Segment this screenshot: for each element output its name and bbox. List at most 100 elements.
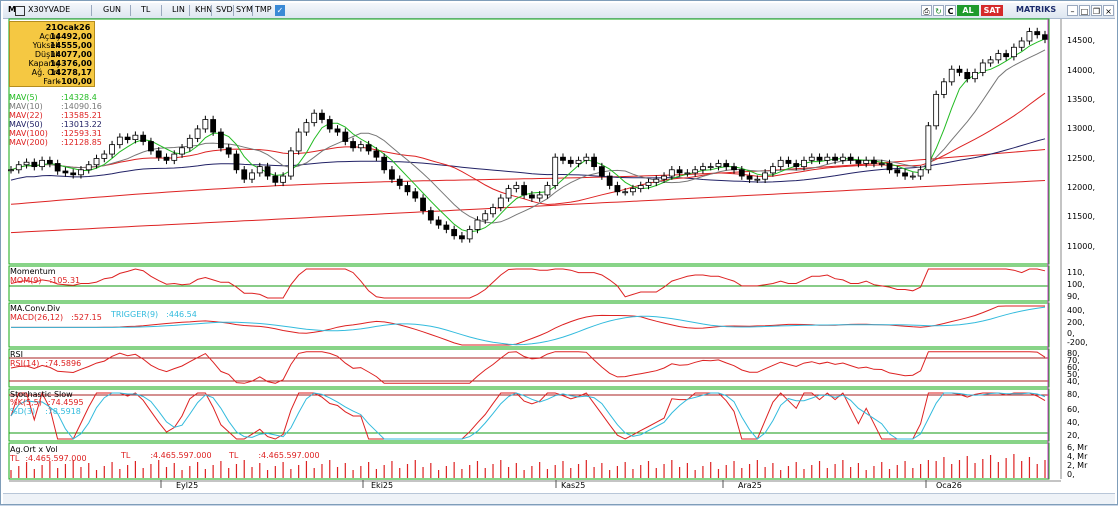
candle-body: [202, 119, 209, 130]
ma-legend-item: MAV(100) :12593.31: [9, 129, 102, 138]
candle-body: [777, 159, 784, 168]
candle-body: [334, 128, 341, 133]
candle-body: [31, 161, 38, 168]
ma-value: :13013.22: [61, 120, 102, 129]
candle-body: [824, 156, 831, 161]
candle-body: [925, 125, 932, 171]
candle-body: [466, 229, 473, 240]
info-value: -100,00: [57, 77, 92, 86]
candle-body: [233, 153, 240, 171]
info-key: Ağ. Ort: [31, 68, 60, 77]
brand-logo: MATRIKS: [1016, 5, 1057, 14]
candle-body: [855, 159, 862, 164]
candle-body: [427, 210, 434, 221]
candle-body: [933, 93, 940, 127]
stoch-tick: 40,: [1067, 418, 1080, 427]
panel-frame: [8, 265, 1050, 302]
ma-name: MAV(100): [9, 129, 48, 138]
candle-body: [85, 164, 92, 171]
candle-body: [389, 169, 395, 180]
candle-body: [132, 134, 139, 141]
stoch-d-label: %D(3):78.5918: [10, 407, 81, 416]
buy-button[interactable]: AL: [957, 5, 979, 16]
tmp-button[interactable]: TMP: [255, 5, 272, 14]
candle-body: [715, 163, 722, 168]
info-key: Kapanış: [28, 59, 60, 68]
symbol-name[interactable]: X30YVADE: [28, 5, 71, 14]
candle-body: [1003, 53, 1010, 58]
price-tick: 12500,: [1067, 154, 1095, 163]
stoch-k-line: [10, 391, 1046, 440]
info-row: Açılış 14492,00: [12, 33, 92, 41]
candle-body: [148, 141, 154, 152]
candle-body: [684, 172, 691, 175]
candle-body: [1018, 40, 1025, 48]
candle-body: [1026, 31, 1033, 42]
minimize-icon[interactable]: –: [1067, 5, 1078, 16]
candle-body: [956, 68, 963, 73]
ma-name: MAV(10): [9, 102, 43, 111]
candle-body: [218, 131, 224, 149]
candle-body: [645, 181, 652, 186]
ma-name: MAV(50): [9, 120, 43, 129]
info-value: 14555,00: [49, 41, 92, 50]
volume-entry-3: TL:4.465.597.000: [229, 451, 320, 460]
momentum-label: MOM(9):105.31: [10, 276, 81, 285]
panel-frame: [8, 442, 1050, 480]
candle-body: [412, 191, 419, 199]
stoch-tick: 60,: [1067, 405, 1080, 414]
candle-body: [280, 175, 287, 183]
candle-body: [15, 164, 22, 171]
candle-body: [871, 159, 877, 164]
candle-body: [404, 185, 411, 193]
sell-button[interactable]: SAT: [981, 5, 1003, 16]
maximize-icon[interactable]: □: [1079, 5, 1090, 16]
candle-body: [54, 163, 61, 172]
candle-body: [140, 134, 147, 142]
restore-icon[interactable]: ❐: [1091, 5, 1102, 16]
ma-legend-item: MAV(10):14090.16: [9, 102, 102, 111]
candle-body: [1042, 34, 1048, 40]
candle-body: [630, 188, 636, 193]
khn-button[interactable]: KHN: [195, 5, 213, 14]
macd-tick: 400,: [1067, 306, 1085, 315]
linear-scale-button[interactable]: LIN: [172, 5, 185, 14]
candle-body: [513, 185, 520, 190]
candle-body: [8, 169, 14, 172]
candle-body: [194, 128, 201, 139]
twitter-icon[interactable]: ✓: [275, 5, 285, 16]
period-button[interactable]: GUN: [103, 5, 122, 14]
candle-body: [668, 169, 675, 177]
close-icon[interactable]: ×: [1103, 5, 1114, 16]
candle-body: [552, 156, 559, 186]
print-icon[interactable]: ⎙: [921, 5, 932, 16]
candle-body: [754, 178, 761, 181]
candle-body: [1011, 46, 1017, 58]
candle-body: [839, 156, 846, 161]
candle-body: [707, 166, 714, 169]
price-tick: 14000,: [1067, 66, 1095, 75]
ma-name: MAV(5): [9, 93, 38, 102]
ma-name: MAV(200): [9, 138, 48, 147]
panel-frame: [8, 18, 1050, 265]
candle-body: [746, 175, 753, 180]
candle-body: [451, 229, 458, 237]
ma-value: :12593.31: [61, 129, 102, 138]
price-tick: 11500,: [1067, 212, 1095, 221]
symbol-prefix[interactable]: M: [8, 5, 16, 14]
refresh-icon[interactable]: ↻: [933, 5, 944, 16]
sym-button[interactable]: SYM: [236, 5, 253, 14]
candle-body: [731, 166, 737, 171]
candle-body: [622, 191, 629, 194]
chart-type-icon[interactable]: [15, 6, 25, 16]
currency-button[interactable]: TL: [141, 5, 151, 14]
horizontal-scrollbar[interactable]: [3, 493, 1115, 504]
candle-body: [497, 197, 504, 208]
svd-button[interactable]: SVD: [216, 5, 233, 14]
panel-frame: [8, 388, 1050, 442]
currency-c-icon[interactable]: C: [945, 5, 956, 16]
candle-body: [241, 169, 248, 180]
ma-legend-item: MAV(5):14328.4: [9, 93, 97, 102]
